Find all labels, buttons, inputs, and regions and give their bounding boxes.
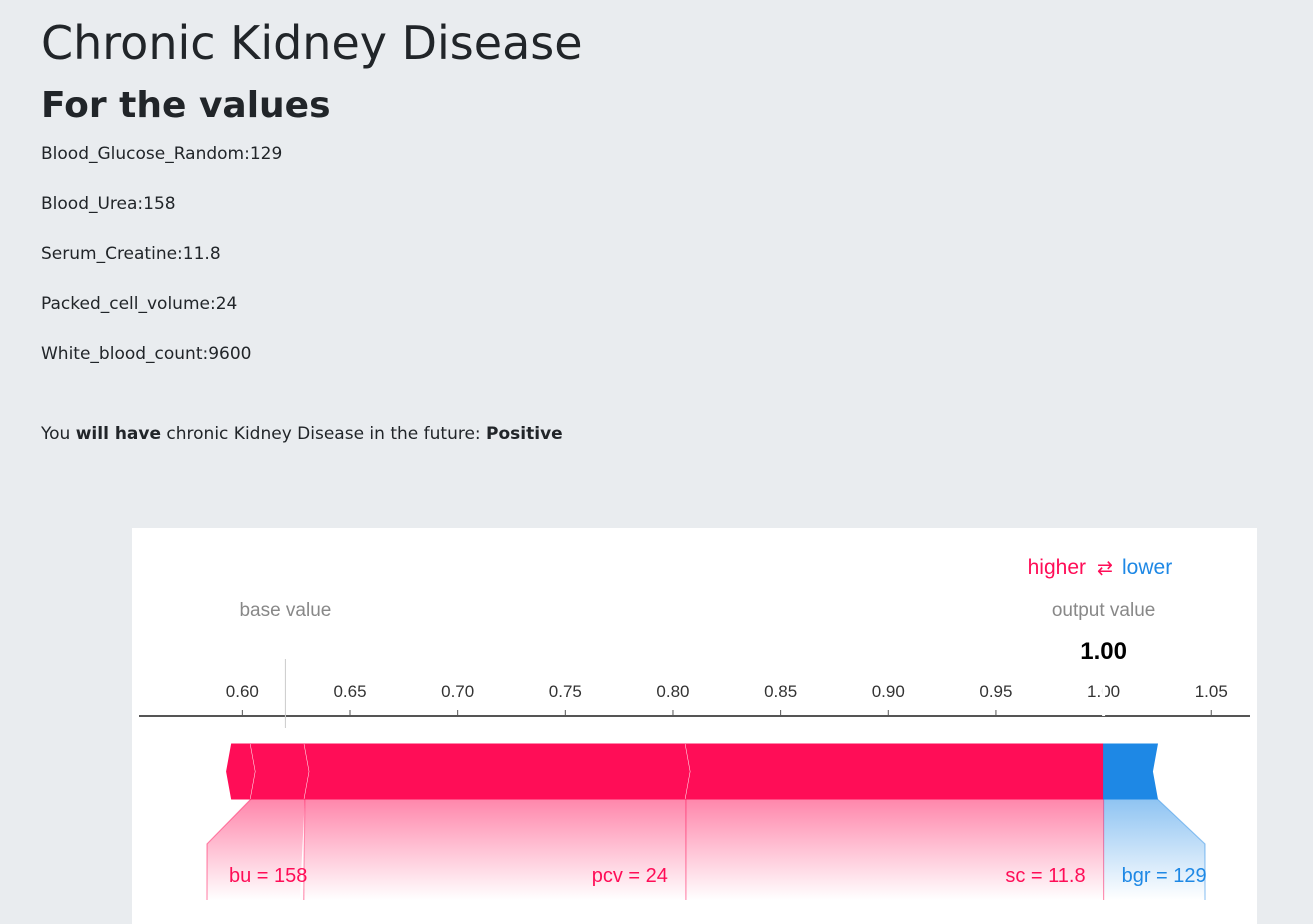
- value-blood-urea: Blood_Urea:158: [41, 194, 176, 214]
- tick-label: 0.90: [872, 682, 905, 701]
- force-label-sc: sc = 11.8: [1005, 865, 1085, 887]
- force-bar-bgr: [1103, 743, 1159, 800]
- tick-label: 1.05: [1195, 682, 1228, 701]
- result-bold-phrase: will have: [75, 424, 162, 444]
- output-value-number: 1.00: [1080, 638, 1127, 665]
- result-middle: chronic Kidney Disease in the future:: [166, 424, 481, 444]
- force-label-bu: bu = 158: [229, 865, 307, 887]
- callout-edge-bu: [206, 798, 252, 900]
- force-bar-bu: [250, 743, 311, 800]
- callout-edge-bu-right: [303, 798, 306, 901]
- legend-arrows-icon: ⇄: [1097, 558, 1113, 579]
- callout-shade-pcv: [304, 799, 686, 900]
- force-bar-sc: [685, 743, 1105, 800]
- value-serum-creatine: Serum_Creatine:11.8: [41, 244, 221, 264]
- callout-edge-bgr: [1157, 798, 1206, 900]
- result-prefix: You: [41, 424, 71, 444]
- page-subtitle: For the values: [41, 85, 331, 126]
- callout-shade-bgr: [1103, 799, 1205, 900]
- force-bar-pcv: [304, 743, 692, 800]
- prediction-result: You will have chronic Kidney Disease in …: [41, 423, 563, 445]
- force-label-bgr: bgr = 129: [1122, 865, 1207, 887]
- tick-label: 0.80: [656, 682, 689, 701]
- output-value-label: output value: [1052, 600, 1156, 621]
- callout-shade-sc: [685, 799, 1104, 900]
- tick-label: 0.60: [226, 682, 259, 701]
- value-packed-cell-volume: Packed_cell_volume:24: [41, 294, 238, 314]
- tick-label: 0.65: [333, 682, 366, 701]
- tick-label: 0.70: [441, 682, 474, 701]
- force-label-pcv: pcv = 24: [592, 865, 668, 887]
- value-white-blood-count: White_blood_count:9600: [41, 344, 252, 364]
- tick-label: 0.85: [764, 682, 797, 701]
- value-blood-glucose: Blood_Glucose_Random:129: [41, 144, 283, 164]
- tick-label: 0.75: [549, 682, 582, 701]
- force-plot-card: 0.60 0.65 0.70 0.75 0.80 0.85 0.90 0.95 1.00 1.05…: [132, 528, 1257, 924]
- force-plot: 0.60 0.65 0.70 0.75 0.80 0.85 0.90 0.95 1.00 1.05…: [139, 556, 1250, 901]
- legend-higher: higher: [1028, 556, 1086, 579]
- legend-lower: lower: [1122, 556, 1172, 579]
- base-value-label: base value: [239, 600, 331, 621]
- callout-shade-bu: [207, 799, 305, 900]
- result-outcome: Positive: [486, 424, 563, 444]
- tick-label: 0.95: [979, 682, 1012, 701]
- page-title: Chronic Kidney Disease: [41, 16, 583, 70]
